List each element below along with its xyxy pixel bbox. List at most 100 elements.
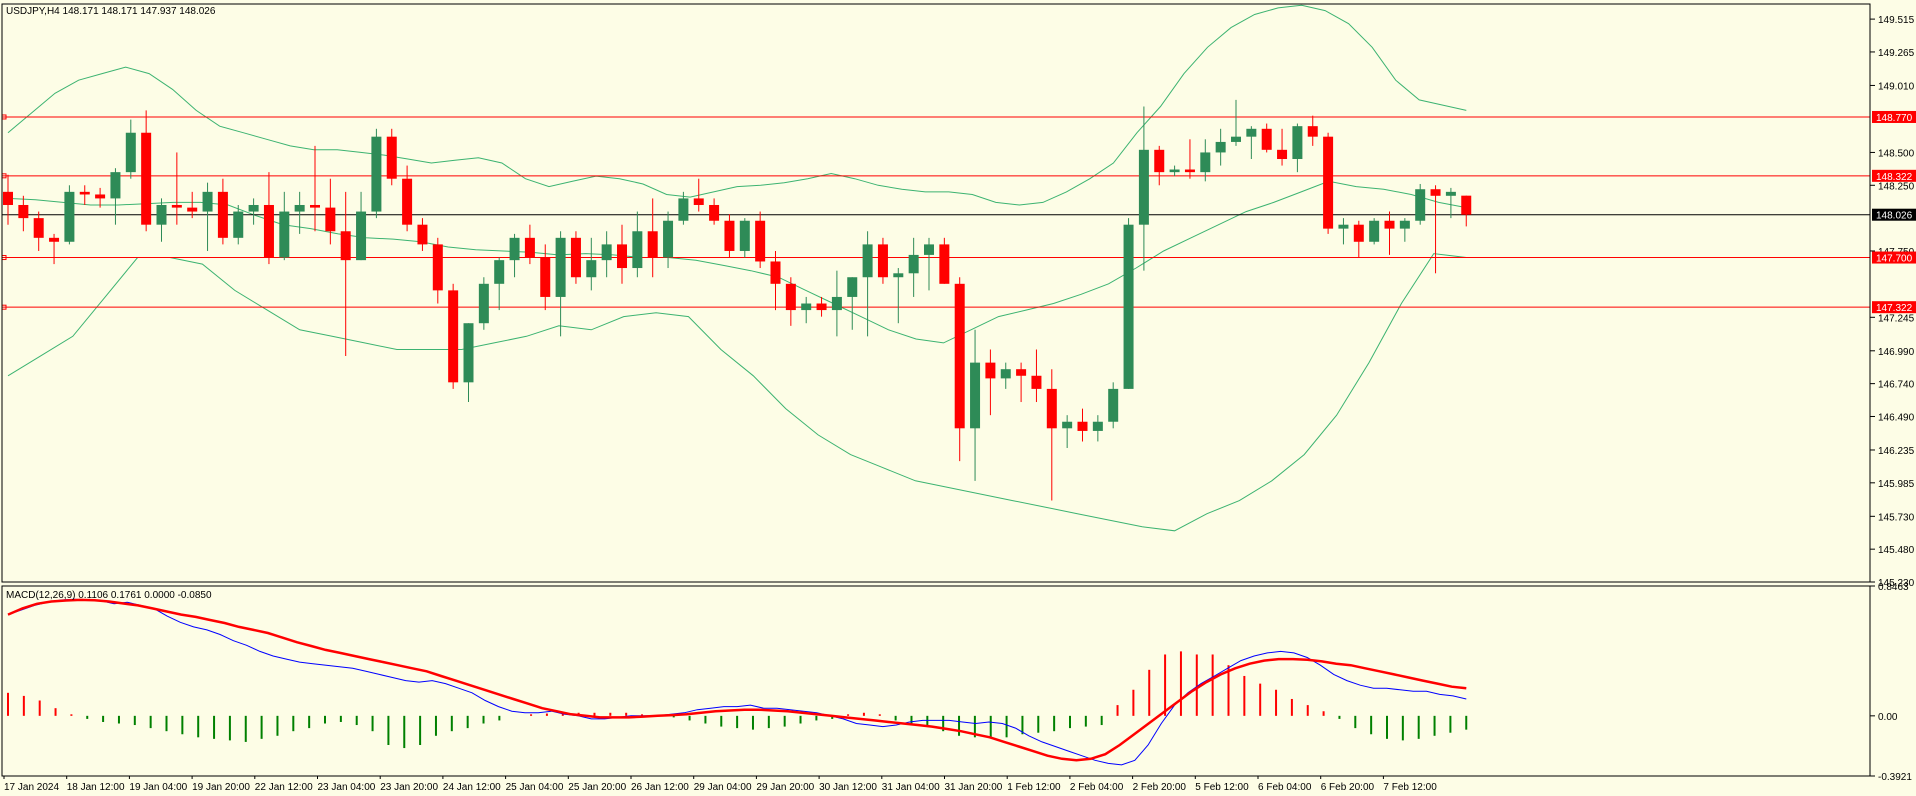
candle-body xyxy=(156,204,167,225)
candle-body xyxy=(1138,149,1149,225)
candle-body xyxy=(985,362,996,379)
candle-body xyxy=(202,191,213,212)
candle-body xyxy=(1399,220,1410,229)
candle-body xyxy=(1292,126,1303,160)
time-tick-label: 19 Jan 20:00 xyxy=(192,782,250,793)
candle-body xyxy=(325,207,336,232)
time-tick-label: 29 Jan 20:00 xyxy=(756,782,814,793)
candle-body xyxy=(217,191,228,238)
candle-body xyxy=(1154,149,1165,173)
time-tick-label: 24 Jan 12:00 xyxy=(443,782,501,793)
candle-body xyxy=(801,303,812,311)
candle-body xyxy=(893,273,904,278)
time-tick-label: 6 Feb 04:00 xyxy=(1258,782,1312,793)
price-tick-label: 149.515 xyxy=(1878,15,1915,26)
candle-body xyxy=(1338,224,1349,229)
candle-body xyxy=(678,198,689,221)
candle-body xyxy=(417,224,428,245)
level-price-label: 147.700 xyxy=(1876,254,1913,265)
candle-body xyxy=(248,204,259,212)
candle-body xyxy=(647,231,658,258)
candle-body xyxy=(1031,375,1042,389)
candle-body xyxy=(908,254,919,274)
candle-body xyxy=(1016,369,1027,376)
candle-body xyxy=(770,261,781,284)
candle-body xyxy=(1123,224,1134,389)
price-tick-label: 145.230 xyxy=(1878,578,1915,589)
candle-body xyxy=(509,237,520,261)
candle-body xyxy=(432,244,443,291)
price-panel xyxy=(1,4,1870,532)
candle-body xyxy=(1384,220,1395,229)
candle-body xyxy=(724,220,735,251)
time-tick-label: 25 Jan 04:00 xyxy=(506,782,564,793)
level-price-label: 147.322 xyxy=(1876,303,1913,314)
candle-body xyxy=(693,198,704,205)
candle-body xyxy=(448,290,459,383)
time-tick-label: 31 Jan 04:00 xyxy=(882,782,940,793)
time-tick-label: 2 Feb 04:00 xyxy=(1070,782,1124,793)
candle-body xyxy=(1092,421,1103,431)
candle-body xyxy=(64,191,75,242)
candle-body xyxy=(1077,421,1088,431)
time-tick-label: 23 Jan 04:00 xyxy=(318,782,376,793)
candle-body xyxy=(1169,169,1180,173)
candle-body xyxy=(1353,224,1364,242)
candle-body xyxy=(632,231,643,269)
candle-body xyxy=(95,194,106,199)
candle-body xyxy=(1430,189,1441,196)
candle-body xyxy=(79,191,90,195)
time-tick-label: 19 Jan 04:00 xyxy=(129,782,187,793)
candle-body xyxy=(1415,189,1426,221)
candle-body xyxy=(1277,149,1288,160)
candle-body xyxy=(831,296,842,311)
price-panel-frame xyxy=(1,3,1871,583)
macd-main-line xyxy=(7,598,1467,766)
price-tick-label: 148.500 xyxy=(1878,148,1915,159)
candle-body xyxy=(970,362,981,429)
candle-body xyxy=(49,237,60,242)
bollinger-lower-line xyxy=(7,253,1467,532)
level-price-tag xyxy=(1872,169,1916,182)
candle-body xyxy=(1215,141,1226,153)
macd-tick-label: 0.00 xyxy=(1878,712,1898,723)
candle-body xyxy=(617,244,627,269)
candle-body xyxy=(862,244,873,278)
candle-body xyxy=(125,132,136,173)
time-tick-label: 29 Jan 04:00 xyxy=(694,782,752,793)
level-price-tag xyxy=(1872,301,1916,314)
candle-body xyxy=(755,220,766,262)
macd-header: MACD(12,26,9) 0.1106 0.1761 0.0000 -0.08… xyxy=(6,590,212,601)
candle-body xyxy=(924,244,934,255)
macd-tick-label: 0.8463 xyxy=(1878,582,1909,593)
price-tick-label: 146.490 xyxy=(1878,412,1915,423)
bollinger-upper-line xyxy=(7,4,1467,206)
candle-body xyxy=(3,191,13,205)
candle-body xyxy=(356,211,367,261)
time-tick-label: 2 Feb 20:00 xyxy=(1133,782,1187,793)
price-tick-label: 148.250 xyxy=(1878,181,1915,192)
candle-body xyxy=(785,283,796,311)
time-tick-label: 30 Jan 12:00 xyxy=(819,782,877,793)
price-tick-label: 149.265 xyxy=(1878,48,1915,59)
price-tick-label: 145.985 xyxy=(1878,479,1915,490)
candle-body xyxy=(709,204,720,221)
price-tick-label: 146.235 xyxy=(1878,446,1915,457)
candle-body xyxy=(371,136,382,212)
candle-body xyxy=(233,211,244,238)
current-price-tag xyxy=(1872,208,1916,221)
candle-body xyxy=(110,172,121,199)
macd-tick-label: -0.3921 xyxy=(1878,772,1912,783)
candle-body xyxy=(1369,220,1380,242)
candle-body xyxy=(739,220,750,251)
time-tick-label: 1 Feb 12:00 xyxy=(1007,782,1061,793)
price-tick-label: 147.245 xyxy=(1878,313,1915,324)
candle-body xyxy=(601,244,612,261)
candle-body xyxy=(540,257,551,297)
candle-body xyxy=(340,231,351,261)
candle-body xyxy=(141,132,152,225)
time-tick-label: 18 Jan 12:00 xyxy=(67,782,125,793)
bollinger-middle-line xyxy=(7,180,1467,344)
candle-body xyxy=(263,204,274,258)
